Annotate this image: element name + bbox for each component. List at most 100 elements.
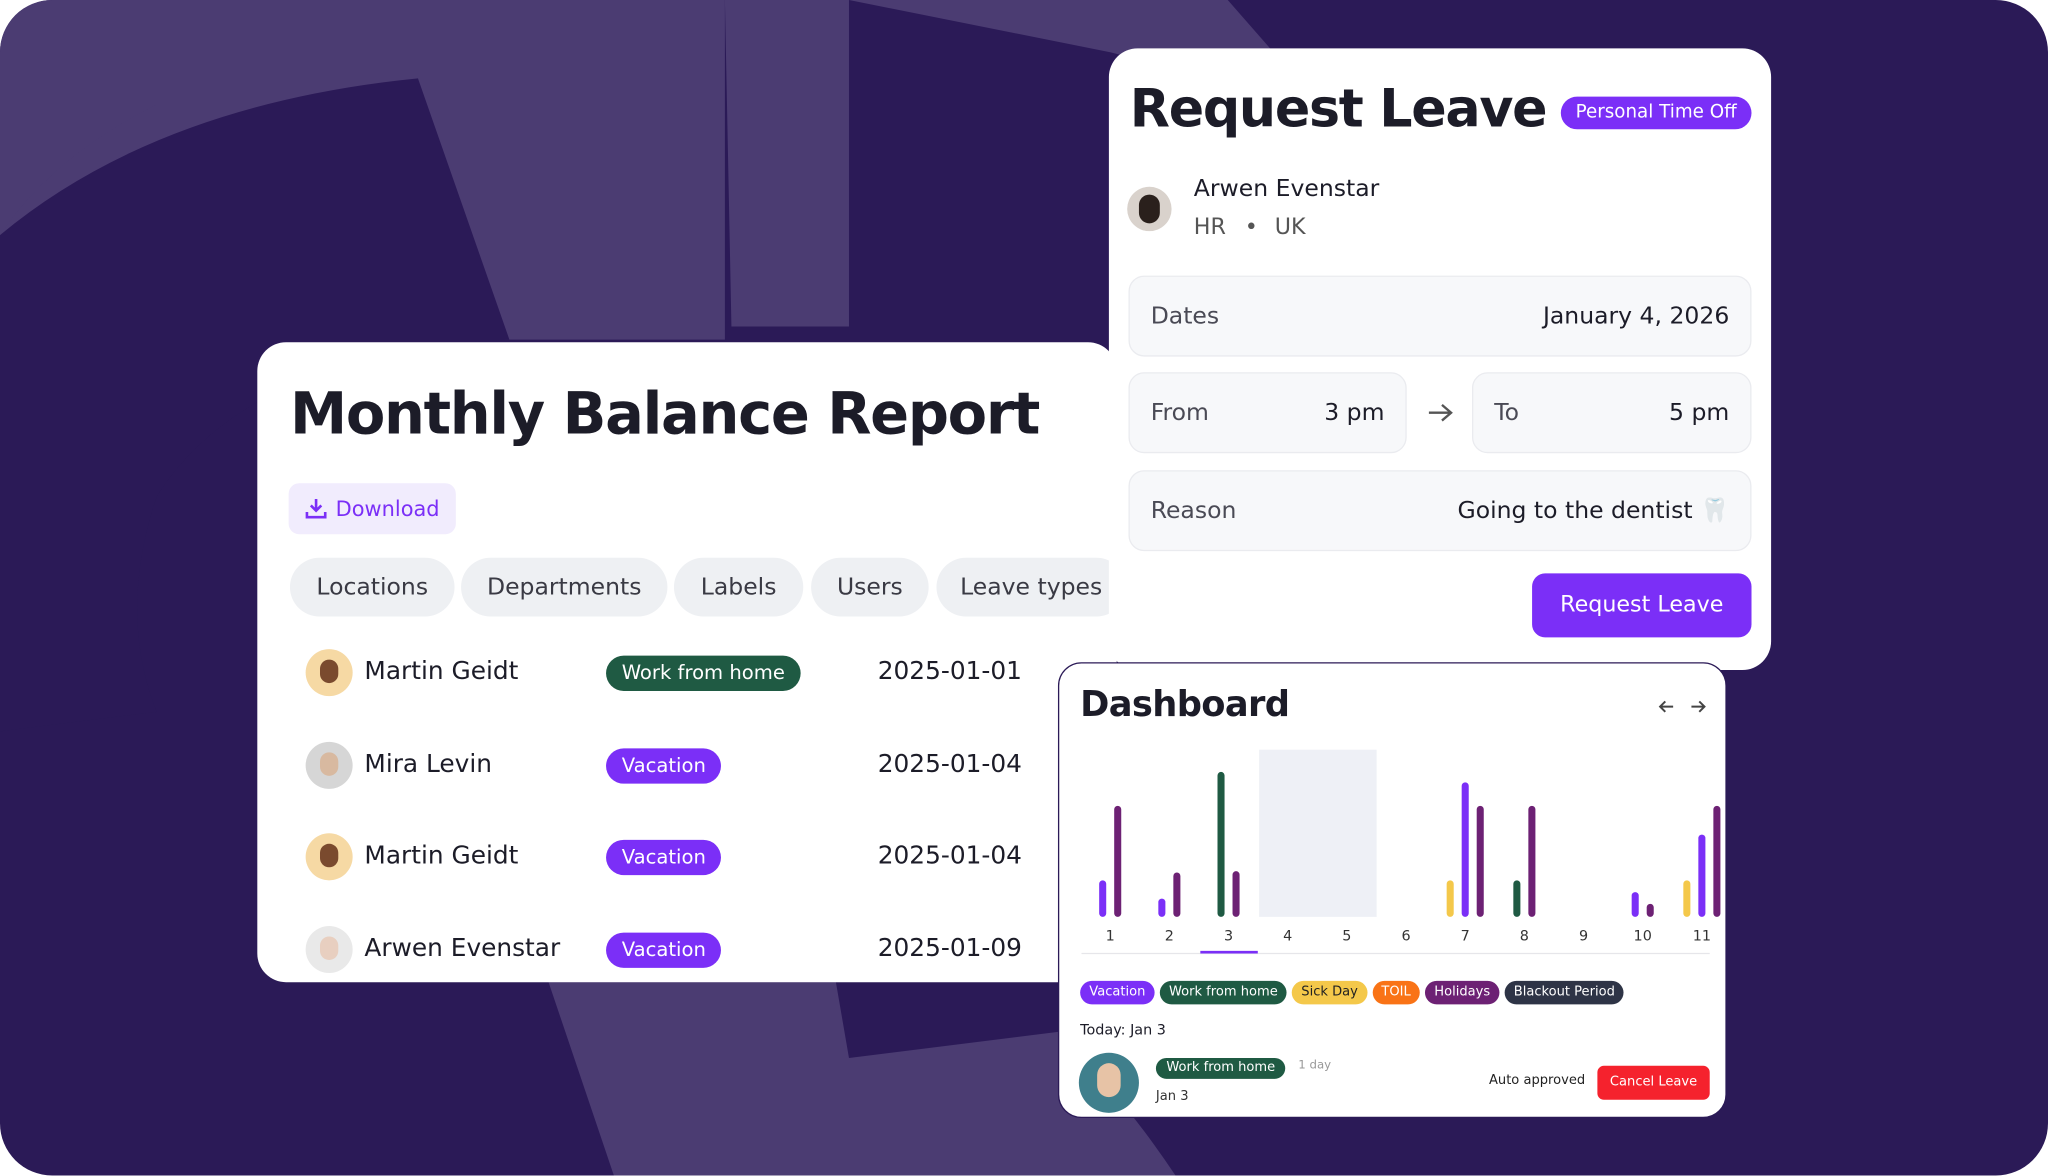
bar: [1217, 771, 1225, 917]
today-label: Today: Jan 3: [1080, 1021, 1166, 1039]
field-label: Dates: [1150, 302, 1220, 330]
field-label: To: [1494, 399, 1519, 427]
filter-pill[interactable]: Departments: [461, 557, 668, 617]
leave-date: 2025-01-09: [877, 933, 1022, 963]
x-tick-label: 2: [1165, 928, 1174, 944]
filter-pill[interactable]: Labels: [673, 557, 804, 617]
bar: [1232, 871, 1240, 917]
legend: Vacation Work from home Sick Day TOIL Holida…: [1080, 976, 1629, 1005]
avatar-face: [319, 936, 339, 961]
entry-date: Jan 3: [1155, 1089, 1189, 1104]
download-icon: [305, 498, 327, 519]
x-tick-label: 3: [1224, 928, 1233, 944]
reason-field[interactable]: Reason Going to the dentist 🦷: [1128, 470, 1752, 552]
avatar-face: [319, 844, 339, 868]
cancel-button[interactable]: Cancel Leave: [1597, 1065, 1710, 1100]
x-tick-label: 4: [1283, 928, 1292, 944]
bar: [1158, 898, 1166, 917]
bar: [1683, 880, 1691, 917]
leave-badge: Vacation: [606, 840, 722, 876]
leave-type-badge: Personal Time Off: [1560, 96, 1752, 130]
entry-duration: 1 day: [1298, 1059, 1332, 1073]
x-tick-label: 10: [1634, 928, 1652, 944]
x-tick-label: 7: [1461, 928, 1470, 944]
request-title: Request Leave: [1129, 79, 1548, 140]
leave-date: 2025-01-01: [877, 656, 1022, 686]
filter-pill[interactable]: Leave types: [936, 557, 1117, 617]
request-button[interactable]: Request Leave: [1532, 573, 1752, 638]
employee-name: Martin Geidt: [364, 656, 519, 686]
avatar: [305, 649, 353, 697]
legend-entry: Sick Day: [1292, 980, 1368, 1005]
x-tick-label: 6: [1401, 928, 1410, 944]
bar: [1631, 892, 1639, 917]
bar: [1713, 805, 1721, 917]
arrow-icon: [1428, 404, 1453, 422]
legend-entry: Blackout Period: [1504, 980, 1625, 1005]
entry-status: Auto approved: [1488, 1073, 1586, 1088]
bar: [1476, 805, 1484, 917]
filter-pill[interactable]: Users: [811, 557, 929, 617]
employee-name: Martin Geidt: [364, 841, 519, 871]
to-field[interactable]: To 5 pm: [1471, 372, 1752, 454]
bar: [1446, 880, 1454, 917]
x-tick-label: 8: [1520, 928, 1529, 944]
x-tick-label: 11: [1693, 928, 1711, 944]
download-label: Download: [335, 496, 440, 522]
user-location: UK: [1274, 214, 1306, 241]
dates-field[interactable]: Dates January 4, 2026: [1128, 275, 1752, 357]
filter-pill[interactable]: Locations: [289, 557, 455, 617]
bar: [1528, 805, 1536, 917]
entry-type: Work from home: [1155, 1057, 1286, 1079]
avatar: [1127, 186, 1172, 232]
user-department: HR: [1193, 214, 1226, 241]
field-label: Reason: [1150, 496, 1237, 525]
legend-entry: Vacation: [1080, 980, 1155, 1005]
dashboard-title: Dashboard: [1080, 684, 1290, 725]
report-title: Monthly Balance Report: [289, 381, 1040, 448]
field-label: From: [1150, 399, 1209, 427]
separator: •: [1244, 214, 1258, 241]
bar: [1646, 903, 1654, 917]
leave-badge: Vacation: [606, 932, 722, 968]
from-field[interactable]: From 3 pm: [1128, 372, 1407, 454]
avatar-face: [319, 659, 339, 684]
bar: [1099, 880, 1107, 917]
bar: [1698, 834, 1706, 917]
leave-badge: Vacation: [606, 747, 722, 784]
chart: 1 2 3 4 5 6 7 8 9 10 11: [1081, 749, 1721, 955]
legend-entry: TOIL: [1372, 980, 1420, 1005]
request-card: Request Leave Personal Time Off Arwen Ev…: [1108, 48, 1772, 671]
dashboard-card: Dashboard 1 2 3 4 5 6 7 8 9 10 11 Vacation Work fro…: [1057, 662, 1727, 1119]
user-name: Arwen Evenstar: [1193, 175, 1380, 203]
avatar: [305, 926, 353, 974]
employee-name: Arwen Evenstar: [364, 933, 561, 963]
avatar: [305, 833, 353, 881]
x-tick-label: 9: [1579, 928, 1588, 944]
nav-arrows[interactable]: [1657, 697, 1709, 715]
legend-entry: Work from home: [1159, 980, 1287, 1005]
blackout-region: [1259, 749, 1377, 917]
legend-entry: Holidays: [1425, 980, 1500, 1005]
report-card: Monthly Balance Report Download Location…: [257, 342, 1117, 983]
x-tick-label: 5: [1342, 928, 1351, 944]
bar: [1173, 872, 1181, 917]
x-tick-label: 1: [1106, 928, 1115, 944]
field-value: 3 pm: [1324, 399, 1385, 427]
field-value: 5 pm: [1669, 399, 1730, 427]
avatar-face: [319, 751, 339, 776]
field-value: Going to the dentist 🦷: [1457, 496, 1730, 525]
leave-date: 2025-01-04: [877, 841, 1022, 871]
download-button[interactable]: Download: [288, 483, 456, 535]
avatar: [305, 741, 353, 789]
bar: [1513, 880, 1521, 917]
leave-date: 2025-01-04: [877, 749, 1022, 779]
leave-badge: Work from home: [606, 655, 801, 691]
avatar: [1078, 1052, 1139, 1113]
bar: [1461, 782, 1469, 917]
field-value: January 4, 2026: [1542, 302, 1730, 330]
employee-name: Mira Levin: [364, 749, 492, 779]
bar: [1114, 805, 1122, 917]
